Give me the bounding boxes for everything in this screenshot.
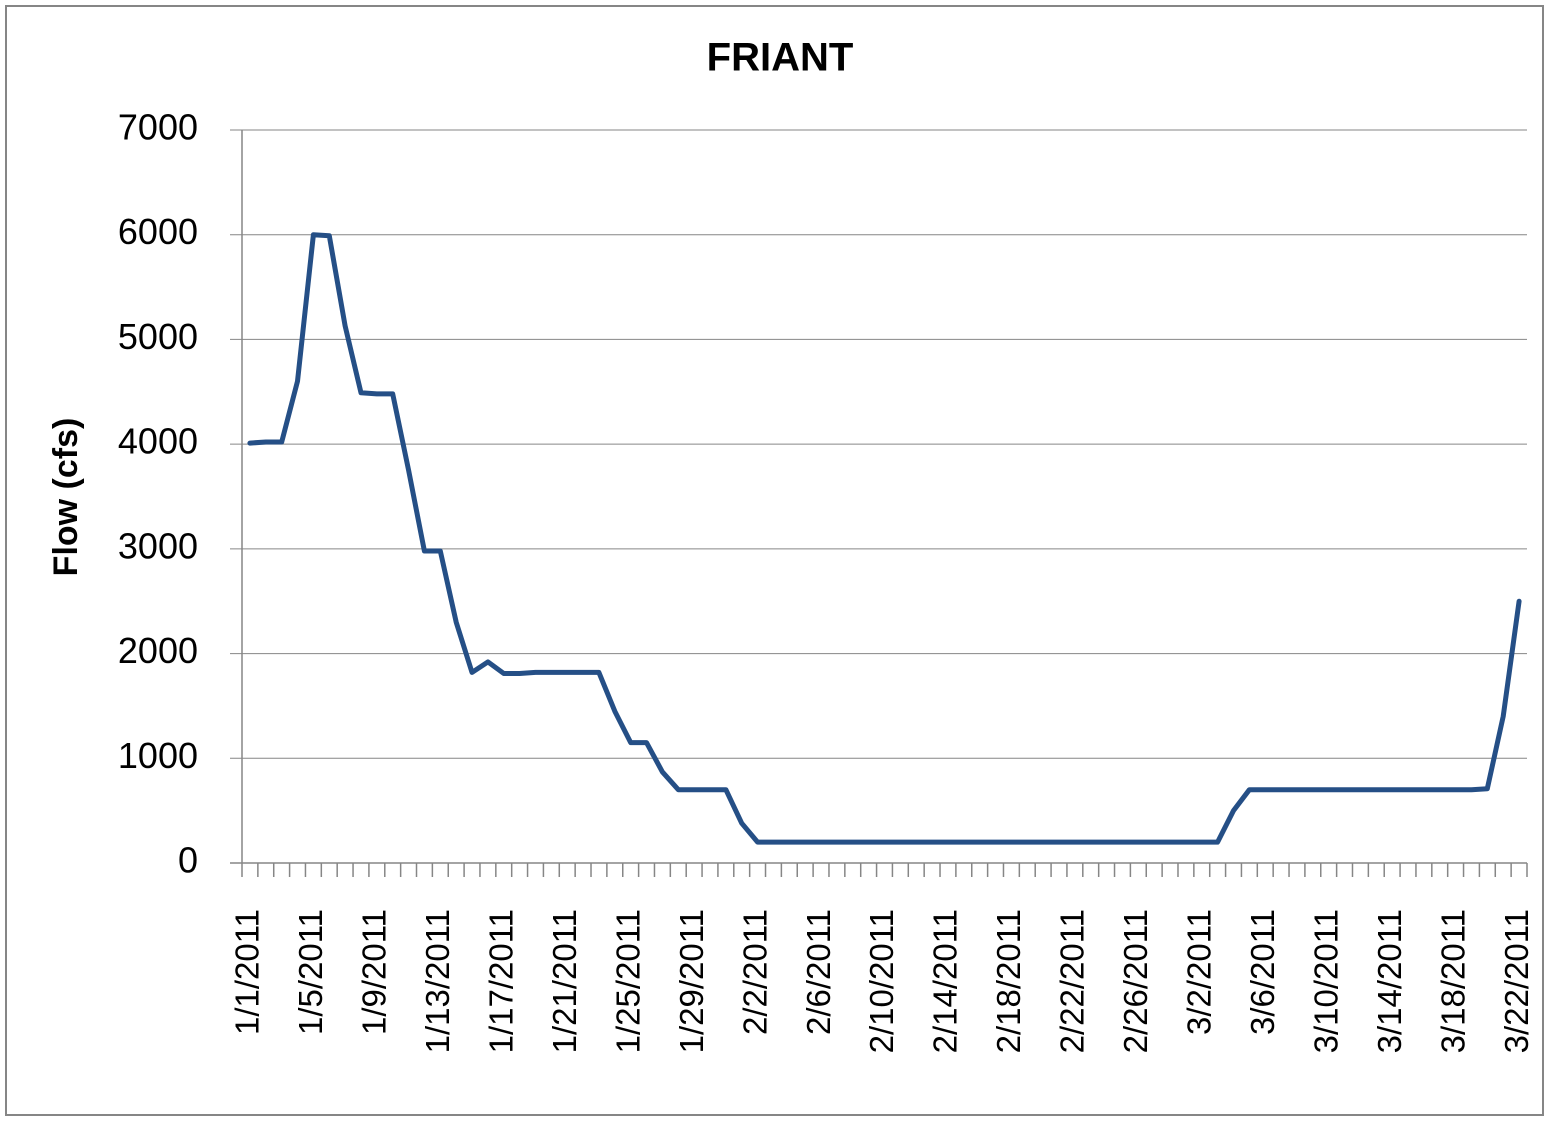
x-tick-label: 2/26/2011 [1117,909,1154,1053]
x-tick-label: 2/22/2011 [1054,909,1091,1053]
x-tick-label: 3/18/2011 [1434,909,1471,1053]
data-line [247,232,1522,845]
x-tick-label: 1/13/2011 [419,909,456,1053]
y-tick-label: 5000 [118,316,198,357]
y-tick-label: 2000 [118,630,198,671]
x-tick-label: 3/2/2011 [1181,909,1218,1035]
x-tick-label: 1/25/2011 [609,909,646,1053]
x-tick-label: 1/1/2011 [229,909,266,1035]
x-tick-label: 2/18/2011 [990,909,1027,1053]
x-tick-label: 3/10/2011 [1307,909,1344,1053]
x-tick-label: 1/9/2011 [356,909,393,1035]
x-tick-label: 2/2/2011 [736,909,773,1035]
x-tick-label: 3/22/2011 [1498,909,1535,1053]
x-tick-label: 1/5/2011 [292,909,329,1035]
chart-border [5,5,1544,1116]
x-tick-label: 2/6/2011 [800,909,837,1035]
y-tick-label: 3000 [118,525,198,566]
x-tick-label: 3/14/2011 [1371,909,1408,1053]
x-tick-label: 1/17/2011 [482,909,519,1053]
y-tick-label: 6000 [118,211,198,252]
y-tick-label: 0 [178,840,198,881]
y-tick-label: 7000 [118,107,198,148]
x-tick-label: 2/10/2011 [863,909,900,1053]
x-tick-label: 1/29/2011 [673,909,710,1053]
y-axis-label: Flow (cfs) [47,418,85,577]
y-tick-label: 1000 [118,735,198,776]
x-tick-label: 3/6/2011 [1244,909,1281,1035]
y-tick-label: 4000 [118,421,198,462]
x-tick-label: 1/21/2011 [546,909,583,1053]
x-tick-label: 2/14/2011 [927,909,964,1053]
chart-title: FRIANT [707,36,854,80]
